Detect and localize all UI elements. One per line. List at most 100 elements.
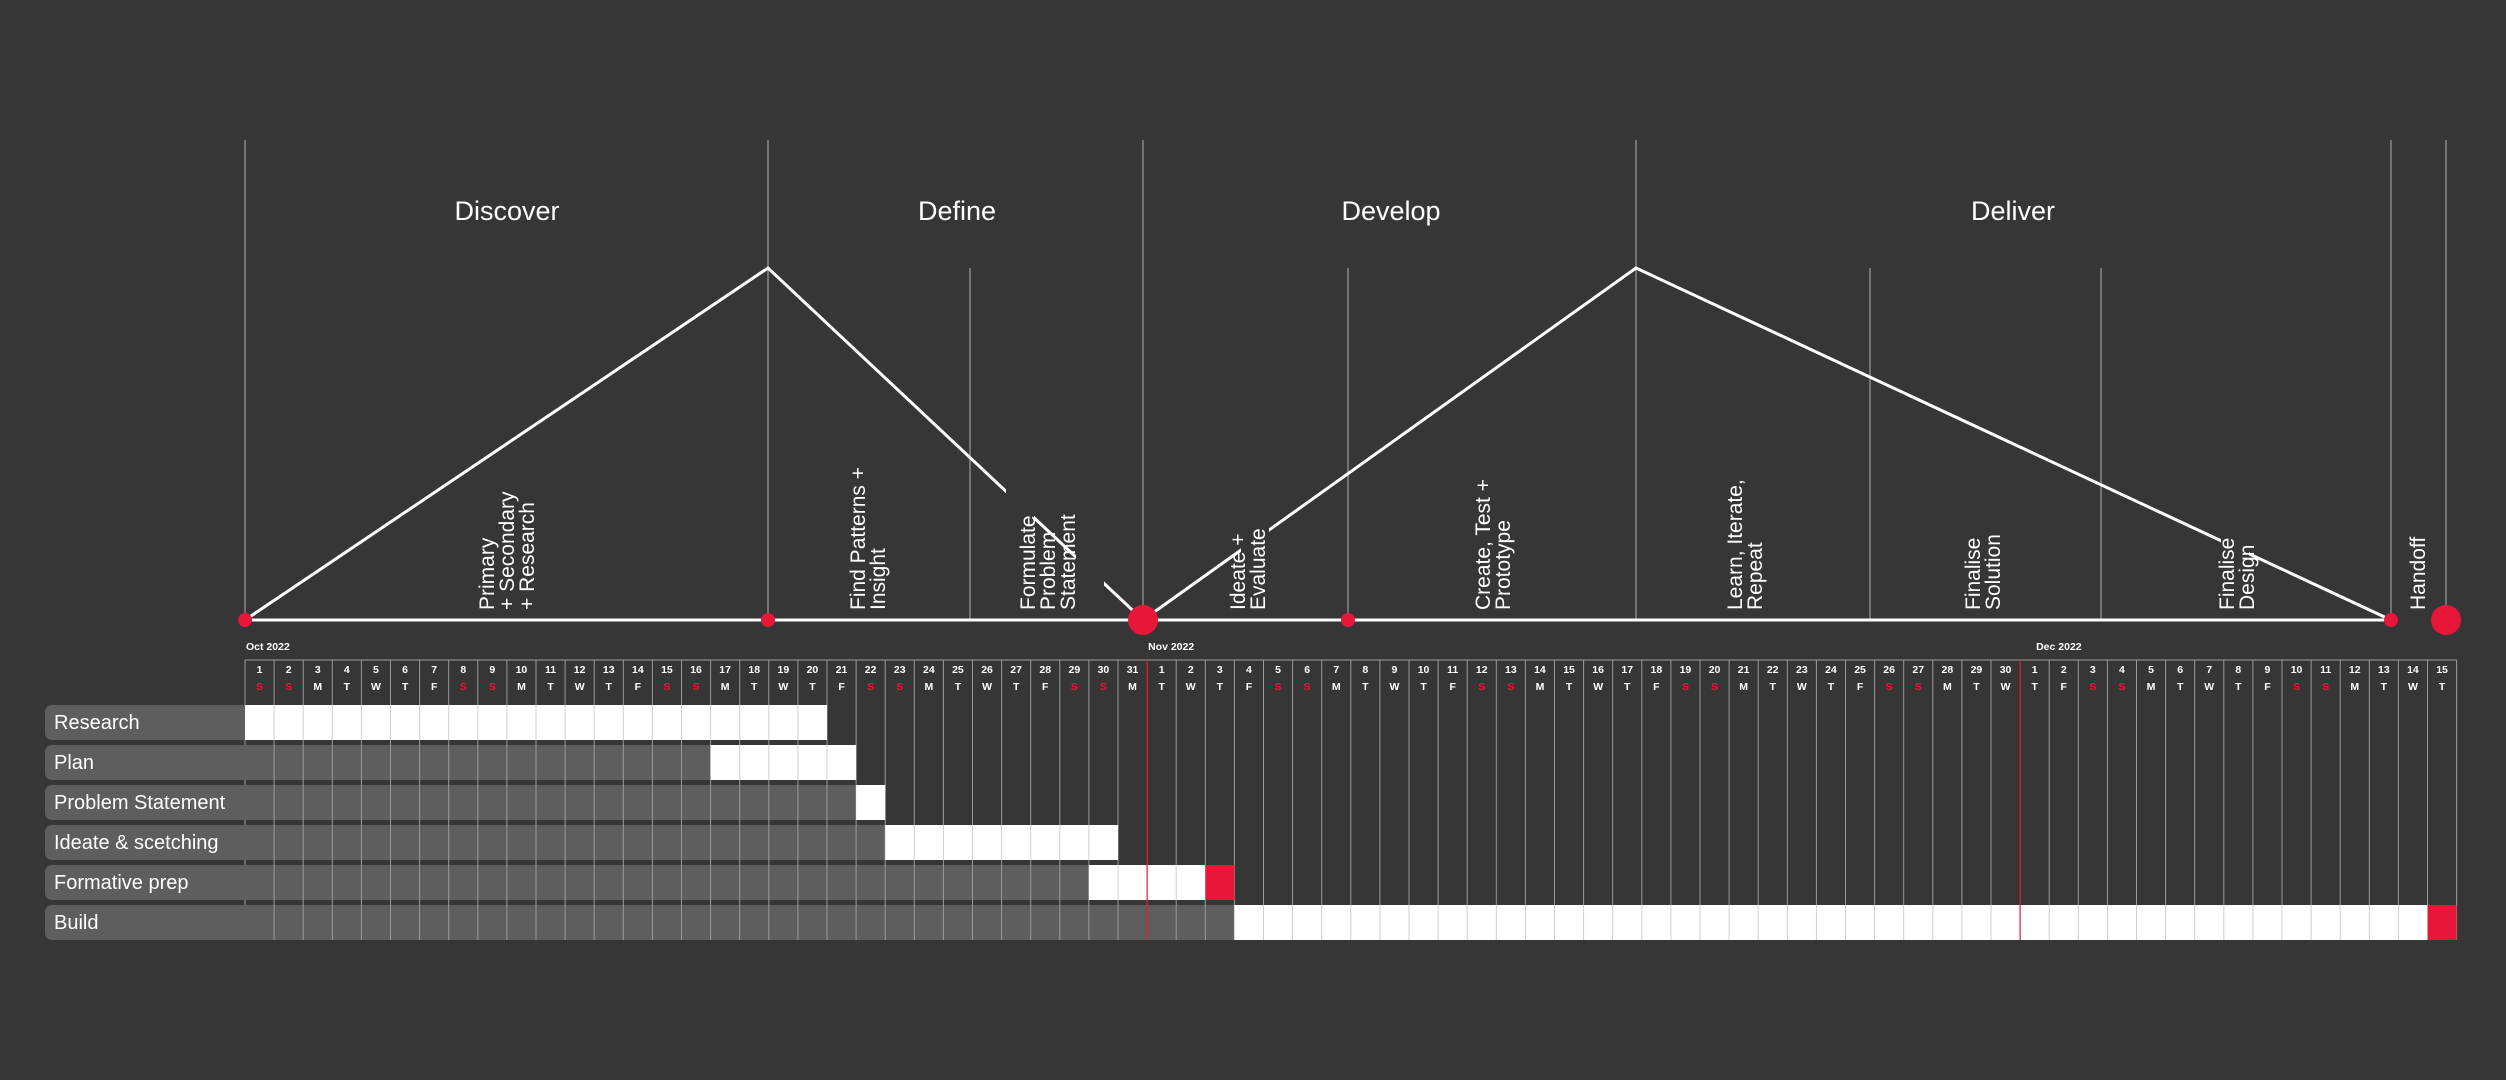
phase-title-2: Define (918, 196, 996, 226)
day-number: 22 (865, 664, 877, 676)
weekday-letter: S (693, 681, 700, 693)
day-number: 5 (373, 664, 379, 676)
task-bar (710, 745, 857, 780)
day-number: 12 (1476, 664, 1488, 676)
weekday-letter: S (1275, 681, 1282, 693)
weekday-letter: W (371, 681, 381, 693)
elapsed-shading (245, 785, 857, 820)
day-number: 5 (2148, 664, 2154, 676)
weekday-letter: F (2061, 681, 2068, 693)
weekday-letter: F (1246, 681, 1253, 693)
day-number: 6 (402, 664, 408, 676)
day-number: 10 (516, 664, 528, 676)
task-label: Plan (54, 752, 94, 774)
task-label: Research (54, 712, 140, 734)
weekday-letter: F (1857, 681, 1864, 693)
weekday-letter: S (1915, 681, 1922, 693)
timeline-zones (244, 140, 2447, 620)
day-number: 24 (1825, 664, 1837, 676)
weekday-letter: S (1100, 681, 1107, 693)
day-number: 29 (1971, 664, 1983, 676)
day-number: 19 (778, 664, 790, 676)
weekday-letter: T (1828, 681, 1835, 693)
weekday-letter: S (2322, 681, 2329, 693)
day-number: 10 (1418, 664, 1430, 676)
elapsed-shading (245, 865, 1089, 900)
day-number: 5 (1275, 664, 1281, 676)
day-number: 1 (257, 664, 263, 676)
milestone-dot (1128, 605, 1158, 635)
day-number: 7 (2206, 664, 2212, 676)
weekday-letter: M (1332, 681, 1341, 693)
day-number: 27 (1010, 664, 1022, 676)
weekday-letter: T (1624, 681, 1631, 693)
day-number: 7 (431, 664, 437, 676)
activity-label-2: Find Patterns +Insight (847, 467, 890, 610)
calendar-grid: Oct 2022 Nov 2022 Dec 2022 1 S 2 S 3 M 4 T 5 W 6 T 7 F 8 S… (244, 641, 2458, 940)
weekday-letter: T (1158, 681, 1165, 693)
task-end-marker (1205, 865, 1235, 900)
weekday-letter: S (2118, 681, 2125, 693)
day-number: 6 (1304, 664, 1310, 676)
weekday-letter: S (1682, 681, 1689, 693)
day-number: 31 (1127, 664, 1139, 676)
weekday-letter: T (1362, 681, 1369, 693)
diamond-2-outline (1142, 266, 2392, 622)
day-number: 26 (981, 664, 993, 676)
day-number: 25 (952, 664, 964, 676)
phase-title-3: Develop (1341, 196, 1440, 226)
day-number: 16 (1592, 664, 1604, 676)
day-number: 3 (315, 664, 321, 676)
weekday-letter: S (285, 681, 292, 693)
label-clearance (2221, 520, 2249, 600)
day-number: 9 (2265, 664, 2271, 676)
weekday-letter: T (2235, 681, 2242, 693)
weekday-letter: F (1042, 681, 1049, 693)
day-number: 27 (1912, 664, 1924, 676)
day-number: 11 (545, 664, 556, 676)
day-number: 2 (2061, 664, 2067, 676)
day-number: 17 (719, 664, 731, 676)
weekday-letter: M (924, 681, 933, 693)
weekday-letter: T (2439, 681, 2446, 693)
task-bar (856, 785, 886, 820)
day-number: 18 (748, 664, 760, 676)
weekday-letter: T (1217, 681, 1224, 693)
milestone-dot (1341, 613, 1355, 627)
diamond-1-outline (244, 266, 1145, 622)
day-number: 18 (1651, 664, 1663, 676)
day-number: 4 (2119, 664, 2125, 676)
day-number: 16 (690, 664, 702, 676)
day-number: 23 (1796, 664, 1808, 676)
weekday-letter: S (2293, 681, 2300, 693)
weekday-letter: M (721, 681, 730, 693)
day-number: 17 (1621, 664, 1633, 676)
weekday-letter: T (809, 681, 816, 693)
activity-labels: Primary+ Secondary+ Research Find Pattern… (476, 467, 2430, 610)
weekday-letter: S (1304, 681, 1311, 693)
task-label: Ideate & scetching (54, 832, 219, 854)
weekday-letter: S (256, 681, 263, 693)
day-number: 4 (1246, 664, 1252, 676)
milestone-dot (2431, 605, 2461, 635)
day-number: 24 (923, 664, 935, 676)
weekday-letter: T (1973, 681, 1980, 693)
weekday-letter: S (896, 681, 903, 693)
day-number: 2 (1188, 664, 1194, 676)
day-number: 11 (1447, 664, 1458, 676)
day-number: 13 (1505, 664, 1517, 676)
day-number: 15 (1563, 664, 1575, 676)
activity-label-9: Handoff (2407, 537, 2430, 610)
activity-label-4: Ideate +Evaluate (1227, 528, 1270, 610)
weekday-letter: T (1566, 681, 1573, 693)
weekday-letter: T (2177, 681, 2184, 693)
weekday-letter: S (1507, 681, 1514, 693)
day-number: 12 (574, 664, 586, 676)
weekday-letter: M (2350, 681, 2359, 693)
task-label-pill (45, 905, 250, 940)
weekday-letter: M (1128, 681, 1137, 693)
task-label: Build (54, 912, 98, 934)
weekday-letter: W (1797, 681, 1807, 693)
task-label-pill (45, 705, 250, 740)
